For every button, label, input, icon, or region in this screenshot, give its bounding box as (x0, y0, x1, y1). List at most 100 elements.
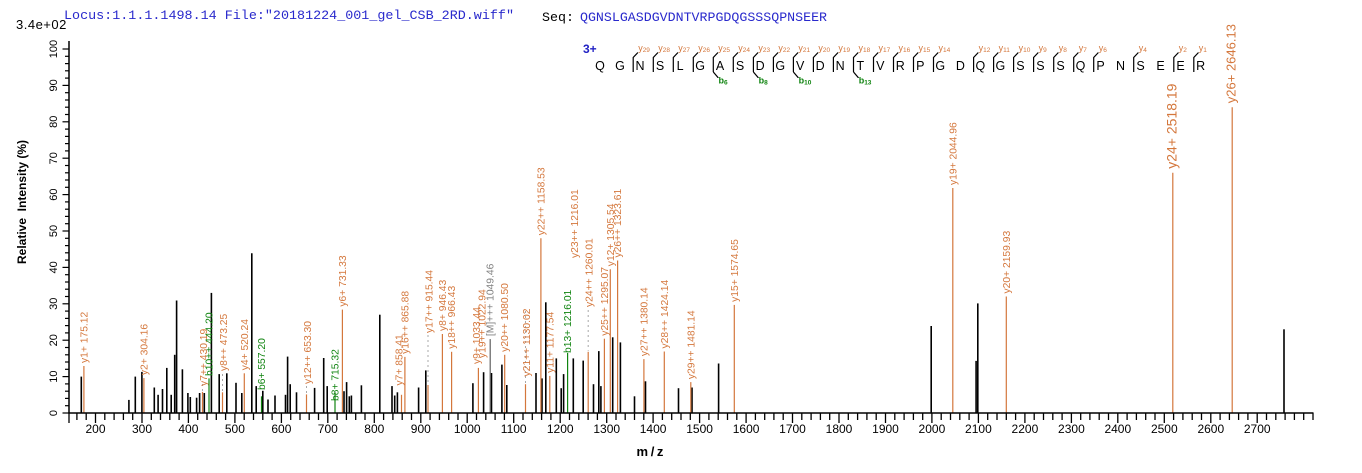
svg-text:y4+ 520.24: y4+ 520.24 (240, 319, 251, 371)
svg-text:G: G (695, 59, 705, 73)
svg-text:y12+ 1305.54: y12+ 1305.54 (606, 203, 617, 266)
svg-text:y21++ 1130.02: y21++ 1130.02 (522, 308, 533, 376)
svg-text:G: G (775, 59, 785, 73)
svg-text:D: D (956, 59, 965, 73)
svg-text:y12++ 653.30: y12++ 653.30 (303, 321, 314, 384)
svg-text:y19+ 2044.96: y19+ 2044.96 (948, 122, 959, 185)
svg-text:y11+ 1177.54: y11+ 1177.54 (545, 311, 556, 372)
svg-text:[M]+++ 1049.46: [M]+++ 1049.46 (486, 263, 497, 336)
svg-text:y18++ 966.43: y18++ 966.43 (447, 286, 458, 349)
svg-text:y20++ 1080.50: y20++ 1080.50 (500, 283, 511, 352)
svg-text:b10: b10 (799, 76, 812, 87)
svg-text:y22++ 1158.53: y22++ 1158.53 (536, 167, 547, 235)
svg-text:y6: y6 (1099, 43, 1108, 54)
svg-text:y29++ 1481.14: y29++ 1481.14 (686, 310, 697, 379)
svg-text:1300: 1300 (593, 422, 620, 436)
svg-text:y28++ 1424.14: y28++ 1424.14 (660, 280, 671, 349)
svg-text:G: G (996, 59, 1006, 73)
svg-text:300: 300 (132, 422, 152, 436)
svg-text:y20+ 2159.93: y20+ 2159.93 (1002, 231, 1013, 294)
svg-text:y16++ 865.88: y16++ 865.88 (400, 291, 411, 354)
svg-text:y19: y19 (838, 43, 850, 54)
svg-text:E: E (1176, 59, 1184, 73)
svg-text:y26: y26 (698, 43, 710, 54)
svg-text:S: S (1136, 59, 1144, 73)
svg-text:y25++ 1295.07: y25++ 1295.07 (600, 267, 611, 336)
svg-text:y24+ 2518.19: y24+ 2518.19 (1163, 83, 1179, 168)
svg-text:200: 200 (85, 422, 105, 436)
svg-text:y23++ 1216.01: y23++ 1216.01 (570, 189, 581, 258)
svg-text:800: 800 (364, 422, 384, 436)
svg-text:500: 500 (225, 422, 245, 436)
svg-text:E: E (1156, 59, 1164, 73)
svg-text:y1+ 175.12: y1+ 175.12 (79, 311, 90, 363)
svg-text:y26++ 1323.61: y26++ 1323.61 (613, 189, 624, 258)
svg-text:y15: y15 (919, 43, 931, 54)
svg-text:N: N (836, 59, 845, 73)
svg-text:2300: 2300 (1058, 422, 1085, 436)
svg-text:2000: 2000 (919, 422, 946, 436)
svg-text:y15+ 1574.65: y15+ 1574.65 (730, 239, 741, 302)
svg-text:0: 0 (48, 410, 60, 416)
svg-text:Q: Q (976, 59, 986, 73)
svg-text:2600: 2600 (1197, 422, 1224, 436)
svg-text:2200: 2200 (1012, 422, 1039, 436)
svg-text:Q: Q (595, 59, 605, 73)
svg-text:900: 900 (411, 422, 431, 436)
svg-text:G: G (615, 59, 625, 73)
svg-text:y12: y12 (979, 43, 991, 54)
svg-text:70: 70 (48, 152, 60, 164)
svg-text:y22: y22 (778, 43, 790, 54)
svg-text:1100: 1100 (501, 422, 527, 436)
svg-text:y2+ 304.16: y2+ 304.16 (139, 324, 150, 376)
svg-text:b6+ 557.20: b6+ 557.20 (257, 338, 268, 390)
svg-text:2400: 2400 (1104, 422, 1131, 436)
svg-text:R: R (1196, 59, 1205, 73)
svg-text:2500: 2500 (1151, 422, 1178, 436)
svg-text:L: L (677, 59, 684, 73)
svg-text:b8: b8 (759, 76, 769, 87)
svg-text:y7+ 858.41: y7+ 858.41 (395, 334, 406, 386)
svg-text:y17: y17 (879, 43, 891, 54)
svg-text:90: 90 (48, 79, 60, 91)
svg-text:700: 700 (318, 422, 338, 436)
svg-text:80: 80 (48, 116, 60, 128)
svg-text:20: 20 (48, 334, 60, 346)
svg-text:1400: 1400 (640, 422, 667, 436)
svg-text:G: G (935, 59, 945, 73)
svg-text:N: N (1116, 59, 1125, 73)
svg-text:y20: y20 (818, 43, 830, 54)
svg-text:y28: y28 (658, 43, 670, 54)
svg-text:y17++ 915.44: y17++ 915.44 (425, 270, 436, 333)
svg-text:600: 600 (271, 422, 291, 436)
svg-text:y8++ 473.25: y8++ 473.25 (219, 313, 230, 371)
svg-text:10: 10 (48, 370, 60, 382)
svg-text:R: R (896, 59, 905, 73)
svg-text:60: 60 (48, 188, 60, 200)
svg-text:1200: 1200 (547, 422, 574, 436)
svg-text:30: 30 (48, 298, 60, 310)
svg-text:S: S (736, 59, 744, 73)
svg-text:y2: y2 (1179, 43, 1188, 54)
svg-text:Relative Intensity (%): Relative Intensity (%) (15, 140, 29, 264)
svg-text:y24: y24 (738, 43, 750, 54)
svg-text:A: A (716, 59, 725, 73)
svg-text:D: D (756, 59, 765, 73)
svg-text:3.4e+02: 3.4e+02 (16, 17, 67, 32)
svg-text:y1: y1 (1199, 43, 1208, 54)
svg-text:T: T (856, 59, 864, 73)
svg-text:b6: b6 (719, 76, 729, 87)
svg-text:D: D (816, 59, 825, 73)
svg-text:y16: y16 (899, 43, 911, 54)
svg-text:S: S (1056, 59, 1064, 73)
svg-text:y10: y10 (1019, 43, 1031, 54)
svg-text:y18: y18 (859, 43, 871, 54)
svg-text:S: S (656, 59, 664, 73)
svg-text:2100: 2100 (965, 422, 992, 436)
svg-text:y23: y23 (758, 43, 770, 54)
svg-text:y8+ 946.43: y8+ 946.43 (438, 279, 449, 331)
svg-text:y26+ 2646.13: y26+ 2646.13 (1224, 24, 1239, 103)
svg-text:y9+ 1033.44: y9+ 1033.44 (472, 307, 483, 364)
svg-text:y24++ 1260.01: y24++ 1260.01 (585, 238, 596, 307)
svg-text:y7++ 430.19: y7++ 430.19 (199, 328, 210, 386)
